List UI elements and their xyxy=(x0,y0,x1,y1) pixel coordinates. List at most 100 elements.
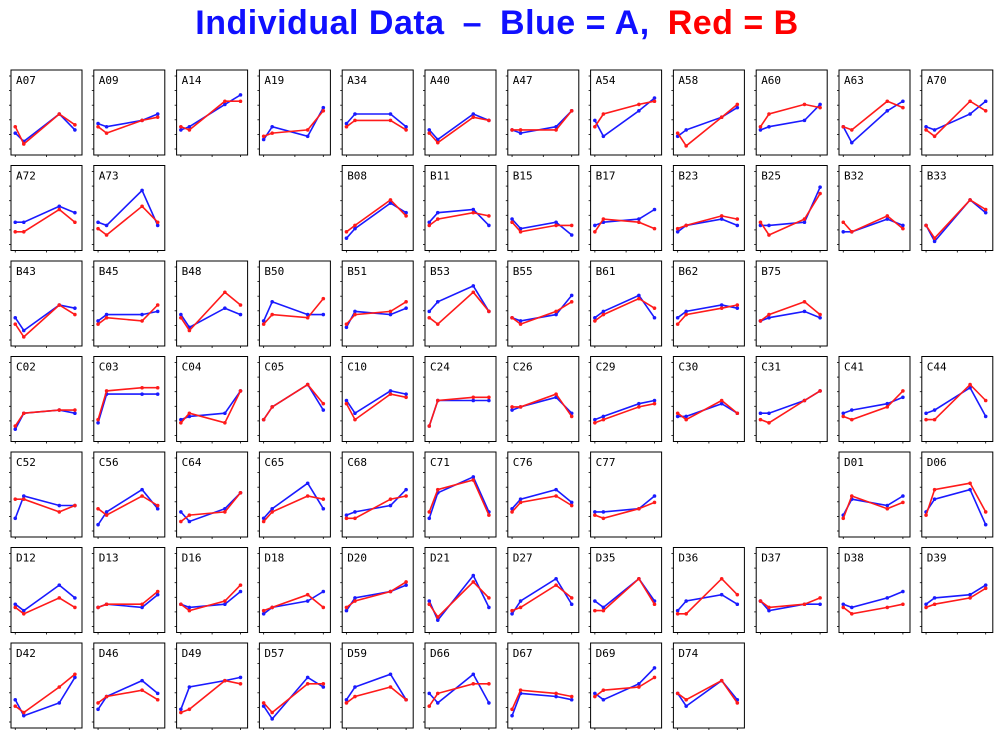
series-A-point xyxy=(13,131,18,135)
series-A-point xyxy=(73,210,77,215)
series-B-point xyxy=(510,220,514,225)
series-B-point xyxy=(187,328,192,333)
series-B-point xyxy=(471,290,476,295)
series-A-point xyxy=(179,417,183,422)
series-B-point xyxy=(321,497,326,501)
panel-label: A47 xyxy=(513,74,533,87)
series-B-point xyxy=(187,411,192,416)
panel-B08: B08 xyxy=(340,165,414,253)
series-B-point xyxy=(652,602,657,607)
series-B-point xyxy=(238,583,243,587)
panel-D27: D27 xyxy=(505,547,580,635)
panel-A60: A60 xyxy=(754,69,828,157)
title-part-red-b: Red = B xyxy=(667,4,799,42)
series-B-point xyxy=(841,220,846,225)
panel-label: C56 xyxy=(99,456,119,469)
series-A-point xyxy=(344,608,349,613)
series-A-line xyxy=(594,399,655,421)
series-A-point xyxy=(518,599,523,603)
series-B-point xyxy=(569,109,574,113)
series-A-line xyxy=(925,100,987,131)
series-B-line xyxy=(346,581,407,609)
series-A-point xyxy=(13,602,18,607)
series-A-line xyxy=(677,593,738,612)
series-B-point xyxy=(261,322,266,326)
series-B-point xyxy=(554,128,558,132)
series-B-point xyxy=(435,217,440,221)
panel-A58: A58 xyxy=(671,69,745,157)
series-B-point xyxy=(901,602,905,607)
series-A-line xyxy=(14,584,76,612)
panel-label: C02 xyxy=(16,361,36,374)
panel-frame xyxy=(672,69,745,156)
series-A-point xyxy=(344,121,349,126)
series-B-line xyxy=(428,211,490,227)
series-A-point xyxy=(601,697,606,702)
panel-A72: A72 xyxy=(9,165,83,253)
panel-D38: D38 xyxy=(837,547,911,635)
series-A-line xyxy=(14,495,75,519)
panel-D42: D42 xyxy=(9,642,83,730)
panel-label: C76 xyxy=(513,456,533,469)
series-A-point xyxy=(802,220,807,225)
series-A-point xyxy=(427,516,432,521)
series-A-point xyxy=(569,602,574,607)
series-A-point xyxy=(261,319,266,323)
series-A-point xyxy=(155,506,160,511)
panel-C64: C64 xyxy=(174,451,249,539)
series-B-point xyxy=(652,226,657,231)
series-B-line xyxy=(760,390,821,424)
series-A-point xyxy=(885,596,890,600)
series-B-point xyxy=(13,322,18,326)
series-A-point xyxy=(427,599,432,603)
series-A-point xyxy=(104,312,109,317)
series-B-point xyxy=(353,599,357,603)
series-B-point xyxy=(968,481,972,486)
series-A-point xyxy=(487,398,491,403)
series-A-point xyxy=(684,599,688,603)
series-B-line xyxy=(428,682,489,707)
series-B-point xyxy=(223,290,227,295)
series-B-point xyxy=(569,503,574,508)
series-B-point xyxy=(388,118,393,123)
panel-label: D18 xyxy=(264,552,284,565)
series-B-point xyxy=(57,112,62,116)
panel-frame xyxy=(921,547,994,633)
series-B-point xyxy=(569,694,574,699)
series-B-point xyxy=(13,230,18,234)
panel-B25: B25 xyxy=(754,165,828,253)
series-B-point xyxy=(435,398,440,403)
series-A-point xyxy=(593,118,597,123)
series-B-point xyxy=(652,401,657,406)
series-B-point xyxy=(924,513,928,517)
series-B-point xyxy=(21,710,26,715)
series-A-point xyxy=(21,713,26,718)
series-A-line xyxy=(843,396,904,414)
series-B-point xyxy=(261,701,266,705)
panel-label: A70 xyxy=(927,74,947,87)
series-A-point xyxy=(21,608,26,613)
series-B-point xyxy=(57,510,62,514)
series-A-point xyxy=(223,411,227,416)
series-A-point xyxy=(601,134,606,139)
series-B-point xyxy=(983,207,988,212)
series-B-point xyxy=(270,710,274,715)
panel-C76: C76 xyxy=(505,451,580,539)
panel-A09: A09 xyxy=(91,69,166,157)
series-A-point xyxy=(983,414,988,419)
series-A-point xyxy=(321,506,326,511)
series-A-point xyxy=(223,602,227,607)
series-A-point xyxy=(388,389,393,393)
panel-label: C64 xyxy=(182,456,202,469)
series-B-point xyxy=(983,398,988,403)
series-B-line xyxy=(97,116,158,134)
series-B-point xyxy=(238,491,243,495)
series-A-point xyxy=(767,124,771,129)
series-B-point xyxy=(96,417,100,422)
panel-label: C71 xyxy=(430,456,450,469)
series-B-point xyxy=(57,596,62,600)
series-A-point xyxy=(13,220,18,225)
panel-D12: D12 xyxy=(9,547,83,635)
panel-frame xyxy=(93,547,166,633)
panel-label: D01 xyxy=(844,456,864,469)
